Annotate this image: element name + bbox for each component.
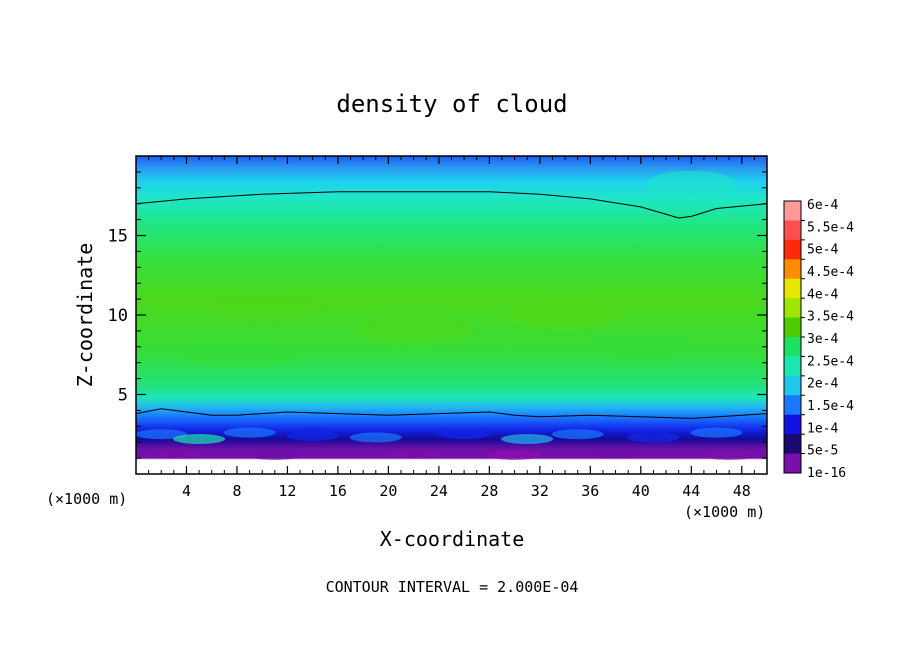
field-blob xyxy=(589,448,642,459)
field-blob xyxy=(353,316,474,345)
colorbar-swatch xyxy=(784,317,801,338)
y-axis: 5 10 15 xyxy=(108,171,767,459)
colorbar-label: 6e-4 xyxy=(807,198,838,213)
y-tick-label: 5 xyxy=(118,386,128,406)
x-unit-label: (×1000 m) xyxy=(684,503,765,521)
x-tick-label: 8 xyxy=(232,482,241,500)
x-tick-label: 24 xyxy=(430,482,448,500)
field-blob xyxy=(438,429,491,440)
x-tick-label: 20 xyxy=(379,482,397,500)
x-tick-label: 32 xyxy=(531,482,549,500)
plot-area xyxy=(135,155,768,475)
field-blob xyxy=(580,332,701,361)
colorbar: 6e-4 5.5e-4 5e-4 4.5e-4 4e-4 3.5e-4 3e-4 2.5e-4… xyxy=(783,198,854,481)
contour-line-upper xyxy=(135,191,768,219)
y-tick-label: 10 xyxy=(108,306,128,326)
x-tick-label: 48 xyxy=(733,482,751,500)
colorbar-label: 4e-4 xyxy=(807,287,838,302)
colorbar-swatch xyxy=(784,298,801,319)
field-blob xyxy=(248,449,301,460)
colorbar-swatch xyxy=(784,375,801,396)
field-blob xyxy=(703,449,756,460)
x-tick-label: 44 xyxy=(682,482,700,500)
field-blob xyxy=(387,448,440,459)
field-blob xyxy=(202,293,323,322)
x-axis-label: X-coordinate xyxy=(380,527,525,551)
field-blob xyxy=(147,448,200,459)
field-blob xyxy=(505,301,626,329)
chart-title: density of cloud xyxy=(336,90,567,118)
y-unit-label: (×1000 m) xyxy=(46,490,127,508)
field-blob xyxy=(690,427,743,438)
colorbar-swatch xyxy=(784,239,801,260)
colorbar-swatch xyxy=(784,453,801,474)
x-tick-label: 16 xyxy=(329,482,347,500)
colorbar-label: 3e-4 xyxy=(807,332,838,347)
colorbar-label: 2.5e-4 xyxy=(807,354,854,369)
colorbar-label: 1e-4 xyxy=(807,421,838,436)
colorbar-label: 5.5e-4 xyxy=(807,220,854,235)
field-texture xyxy=(136,170,756,460)
field-blob xyxy=(627,432,680,443)
colorbar-label: 5e-5 xyxy=(807,444,838,459)
x-tick-label: 12 xyxy=(278,482,296,500)
colorbar-swatch xyxy=(784,220,801,241)
colorbar-label: 3.5e-4 xyxy=(807,310,854,325)
field-blob xyxy=(551,429,604,440)
field-blob xyxy=(176,340,297,369)
colorbar-label: 5e-4 xyxy=(807,243,838,258)
field-blob xyxy=(223,427,276,438)
field-blob xyxy=(646,170,737,199)
x-axis: 4 8 12 16 20 24 28 32 36 40 44 48 xyxy=(148,156,755,500)
contour-line-lower xyxy=(135,408,768,419)
colorbar-swatch xyxy=(784,395,801,416)
colorbar-swatch xyxy=(784,201,801,221)
colorbar-swatch xyxy=(784,259,801,280)
colorbar-label: 2e-4 xyxy=(807,377,838,392)
field-blob xyxy=(286,430,339,441)
field-blob xyxy=(501,434,554,445)
field-blob xyxy=(488,449,541,460)
colorbar-swatch xyxy=(784,356,801,377)
field-blob xyxy=(349,432,402,443)
colorbar-swatch xyxy=(784,434,801,455)
field-blob xyxy=(173,434,226,445)
x-tick-label: 36 xyxy=(581,482,599,500)
colorbar-swatch xyxy=(784,278,801,299)
colorbar-label: 1e-16 xyxy=(807,466,846,481)
y-axis-label: Z-coordinate xyxy=(73,243,97,388)
field-blob xyxy=(136,429,188,440)
colorbar-label: 4.5e-4 xyxy=(807,265,854,280)
x-tick-label: 4 xyxy=(182,482,191,500)
contour-interval-note: CONTOUR INTERVAL = 2.000E-04 xyxy=(326,578,579,596)
x-tick-label: 40 xyxy=(632,482,650,500)
colorbar-swatch xyxy=(784,337,801,357)
colorbar-label: 1.5e-4 xyxy=(807,399,854,414)
y-tick-label: 15 xyxy=(108,227,128,247)
x-tick-label: 28 xyxy=(480,482,498,500)
colorbar-swatch xyxy=(784,414,801,435)
